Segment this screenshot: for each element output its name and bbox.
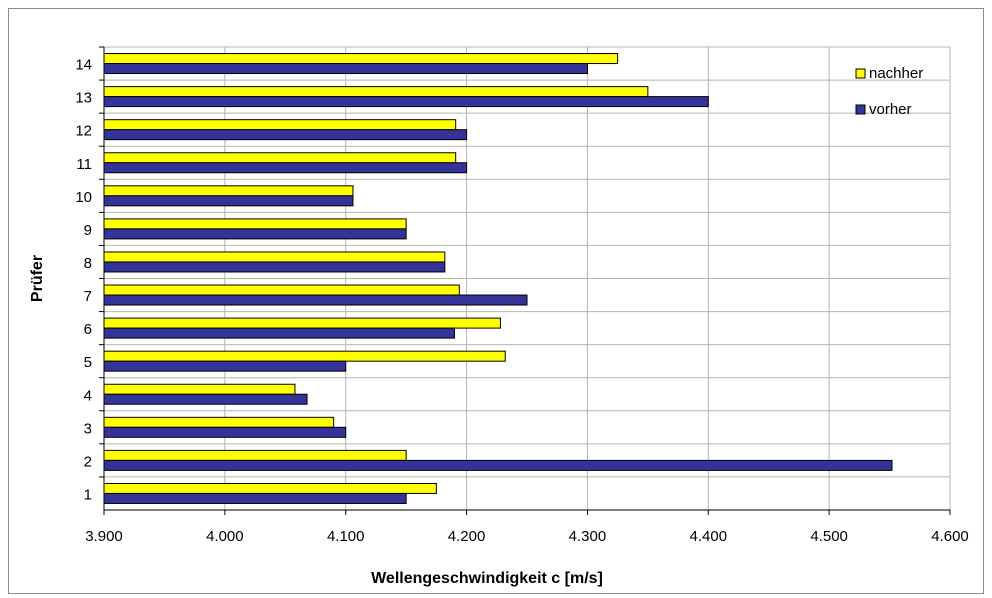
x-tick-label: 4.200: [448, 528, 486, 545]
x-tick-labels: 3.900 4.000 4.100 4.200 4.300 4.400 4.500 4.600: [85, 528, 969, 545]
y-tick-label: 4: [84, 387, 92, 404]
bar-nachher-13: [103, 86, 649, 98]
bar-nachher-11: [103, 152, 457, 164]
legend-swatch-nachher: [855, 68, 866, 79]
x-tick-label: 3.900: [85, 528, 123, 545]
legend-label-vorher: vorher: [869, 101, 912, 118]
x-tick-label: 4.100: [327, 528, 365, 545]
bar-vorher-13: [103, 96, 709, 108]
bar-vorher-5: [103, 360, 347, 372]
y-axis-title: Prüfer: [29, 255, 46, 302]
y-tick-label: 12: [75, 123, 92, 140]
bar-nachher-10: [103, 185, 354, 197]
x-tick-label: 4.500: [810, 528, 848, 545]
x-tick-label: 4.600: [931, 528, 969, 545]
y-tick-label: 3: [84, 420, 92, 437]
y-tick-label: 10: [75, 189, 92, 206]
bar-nachher-9: [103, 218, 407, 230]
bars: [103, 53, 893, 504]
axes: [99, 46, 951, 515]
y-tick-label: 9: [84, 222, 92, 239]
bar-vorher-8: [103, 261, 446, 273]
bar-nachher-2: [103, 449, 407, 461]
bar-vorher-12: [103, 129, 468, 141]
bar-nachher-14: [103, 53, 619, 65]
bar-nachher-4: [103, 383, 296, 395]
y-tick-label: 8: [84, 255, 92, 272]
y-tick-label: 5: [84, 354, 92, 371]
y-tick-label: 14: [75, 57, 92, 74]
bar-nachher-5: [103, 350, 506, 362]
bar-vorher-14: [103, 63, 588, 75]
bar-nachher-3: [103, 416, 335, 428]
bar-vorher-10: [103, 195, 354, 207]
y-tick-label: 2: [84, 453, 92, 470]
x-tick-label: 4.300: [569, 528, 607, 545]
x-axis-title: Wellengeschwindigkeit c [m/s]: [371, 570, 603, 587]
y-tick-label: 11: [76, 156, 92, 173]
bar-nachher-7: [103, 284, 460, 296]
x-tick-label: 4.400: [690, 528, 728, 545]
bar-nachher-12: [103, 119, 457, 131]
bar-vorher-7: [103, 294, 528, 306]
bar-nachher-1: [103, 482, 437, 494]
y-tick-label: 13: [75, 90, 92, 107]
bar-vorher-4: [103, 393, 308, 405]
legend-swatch-vorher: [855, 104, 866, 115]
legend-label-nachher: nachher: [869, 65, 923, 82]
y-tick-label: 1: [84, 486, 92, 503]
gridlines: [103, 46, 951, 511]
y-tick-label: 7: [84, 288, 92, 305]
bar-vorher-1: [103, 492, 407, 504]
bar-vorher-11: [103, 162, 468, 174]
bar-vorher-2: [103, 459, 893, 471]
bar-nachher-6: [103, 317, 501, 329]
bar-vorher-3: [103, 426, 347, 438]
bar-nachher-8: [103, 251, 446, 263]
bar-vorher-6: [103, 327, 455, 339]
bar-vorher-9: [103, 228, 407, 240]
x-tick-label: 4.000: [206, 528, 244, 545]
y-tick-label: 6: [84, 321, 92, 338]
legend: nachher vorher: [855, 65, 923, 118]
